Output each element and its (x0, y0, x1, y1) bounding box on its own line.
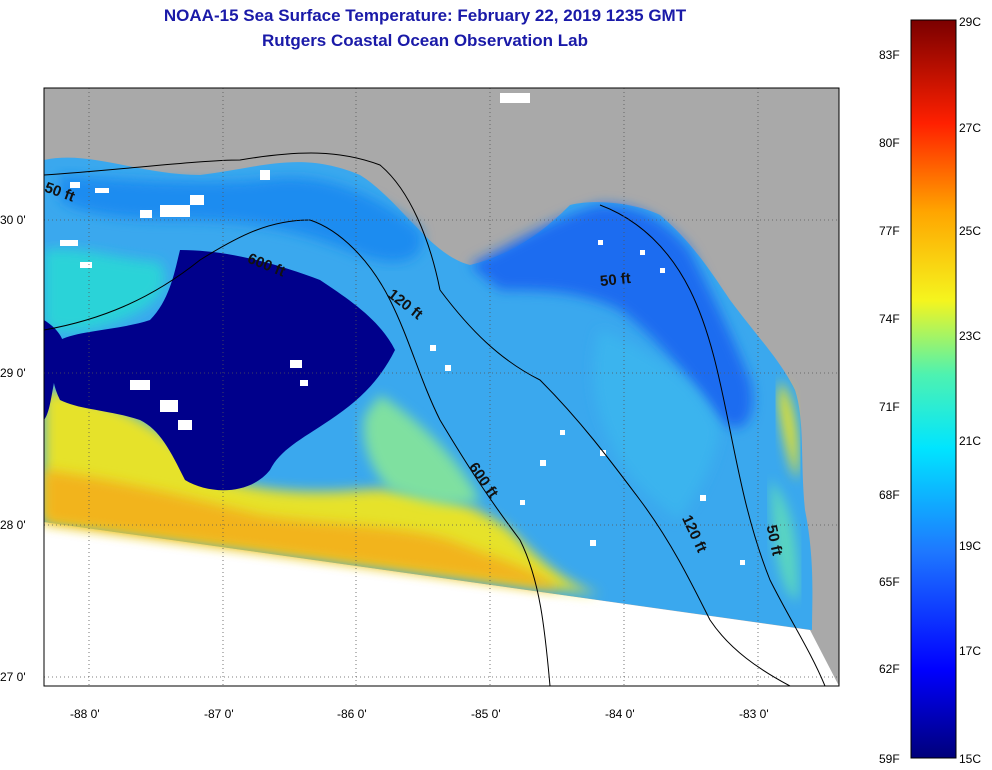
lat-label: 27 0' (0, 670, 26, 684)
latitude-labels: 30 0' 29 0' 28 0' 27 0' (0, 213, 26, 684)
colorbar-f-label: 83F (879, 48, 900, 62)
lon-label: -88 0' (70, 707, 100, 721)
colorbar-f-label: 59F (879, 752, 900, 766)
lat-label: 28 0' (0, 518, 26, 532)
colorbar-c-label: 23C (959, 329, 981, 343)
lon-label: -84 0' (605, 707, 635, 721)
colorbar-f-label: 68F (879, 488, 900, 502)
longitude-labels: -88 0' -87 0' -86 0' -85 0' -84 0' -83 0… (70, 707, 769, 721)
lat-label: 29 0' (0, 366, 26, 380)
lon-label: -87 0' (204, 707, 234, 721)
colorbar-c-label: 27C (959, 121, 981, 135)
colorbar-c-label: 15C (959, 752, 981, 766)
colorbar-f-label: 80F (879, 136, 900, 150)
colorbar-gradient (911, 20, 956, 758)
colorbar-f-label: 71F (879, 400, 900, 414)
colorbar-c-label: 21C (959, 434, 981, 448)
colorbar-c-label: 19C (959, 539, 981, 553)
colorbar-c-label: 29C (959, 15, 981, 29)
lon-label: -85 0' (471, 707, 501, 721)
contour-label: 50 ft (599, 270, 631, 290)
lat-label: 30 0' (0, 213, 26, 227)
colorbar: 83F 80F 77F 74F 71F 68F 65F 62F 59F 29C … (879, 15, 981, 766)
colorbar-f-label: 74F (879, 312, 900, 326)
colorbar-f-label: 77F (879, 224, 900, 238)
lon-label: -83 0' (739, 707, 769, 721)
colorbar-c-label: 25C (959, 224, 981, 238)
colorbar-f-label: 62F (879, 662, 900, 676)
lon-label: -86 0' (337, 707, 367, 721)
colorbar-f-label: 65F (879, 575, 900, 589)
colorbar-c-label: 17C (959, 644, 981, 658)
